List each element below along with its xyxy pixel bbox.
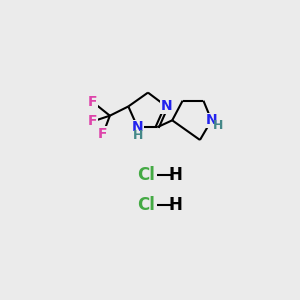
Text: H: H xyxy=(169,166,183,184)
Text: Cl: Cl xyxy=(137,196,154,214)
Text: F: F xyxy=(88,115,97,128)
Text: N: N xyxy=(206,113,217,127)
Text: H: H xyxy=(169,196,183,214)
Text: H: H xyxy=(213,119,224,132)
Text: N: N xyxy=(132,120,143,134)
Text: F: F xyxy=(98,127,108,141)
Text: F: F xyxy=(88,95,97,109)
Text: Cl: Cl xyxy=(137,166,154,184)
Text: H: H xyxy=(132,129,143,142)
Text: N: N xyxy=(160,100,172,113)
